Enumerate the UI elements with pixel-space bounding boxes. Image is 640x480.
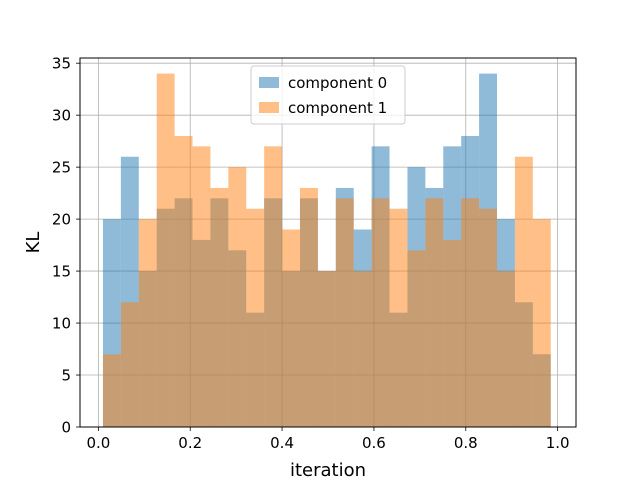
legend-swatch-1	[259, 102, 279, 113]
bar-series-1-bin-10	[282, 229, 300, 427]
bar-series-1-bin-21	[479, 208, 498, 427]
plot-frame	[79, 57, 577, 428]
bar-series-1-bin-2	[138, 219, 157, 427]
bar-series-1-bin-4	[174, 135, 193, 427]
legend-box	[250, 65, 406, 125]
bar-series-1-bin-17	[407, 250, 426, 427]
bar-series-1-bin-18	[425, 198, 444, 427]
x-tick-label: 1.0	[546, 434, 570, 452]
bar-series-1-bin-22	[497, 271, 515, 427]
x-tick-label: 0.4	[270, 434, 294, 452]
y-tick-label: 10	[52, 315, 71, 333]
y-axis-ticks: 0 5 10 15 20 25 30 35	[52, 55, 80, 437]
y-tick-label: 25	[52, 159, 71, 177]
legend-swatch-0	[259, 77, 279, 88]
x-tick-label: 0.8	[454, 434, 478, 452]
legend-label-0: component 0	[288, 74, 387, 92]
y-tick-label: 15	[52, 263, 71, 281]
bar-series-1-bin-5	[192, 146, 211, 427]
bar-series-1-bin-8	[246, 208, 265, 427]
bar-series-1-bin-9	[264, 146, 283, 427]
bar-series-1-bin-14	[353, 271, 372, 427]
bar-series-1-bin-20	[461, 198, 480, 427]
x-tick-label: 0.6	[362, 434, 386, 452]
y-axis-label: KL	[23, 232, 44, 254]
histogram-bars	[102, 73, 551, 428]
bar-series-1-bin-3	[156, 73, 175, 427]
legend-label-1: component 1	[288, 99, 387, 117]
bar-series-1-bin-15	[371, 198, 390, 427]
x-tick-label: 0.0	[86, 434, 110, 452]
y-tick-label: 0	[61, 419, 71, 437]
y-tick-label: 35	[52, 55, 71, 73]
y-tick-label: 5	[61, 367, 71, 385]
x-tick-label: 0.2	[178, 434, 202, 452]
bar-series-1-bin-6	[210, 187, 229, 427]
bar-series-1-bin-7	[228, 167, 247, 427]
bar-series-1-bin-0	[102, 354, 121, 427]
y-tick-label: 30	[52, 107, 71, 125]
bar-series-1-bin-11	[299, 187, 318, 427]
bar-series-1-bin-23	[514, 156, 533, 428]
x-axis-label: iteration	[290, 460, 366, 480]
x-axis-ticks: 0.0 0.2 0.4 0.6 0.8 1.0	[86, 427, 570, 452]
legend: component 0 component 1	[250, 65, 406, 125]
bar-series-1-bin-19	[443, 239, 462, 427]
bar-series-1-bin-24	[532, 219, 551, 427]
y-tick-label: 20	[52, 211, 71, 229]
bar-series-1-bin-16	[389, 208, 408, 427]
bar-series-1-bin-1	[120, 302, 139, 427]
bar-series-1-bin-12	[317, 271, 336, 427]
bar-series-1-bin-13	[335, 198, 354, 427]
